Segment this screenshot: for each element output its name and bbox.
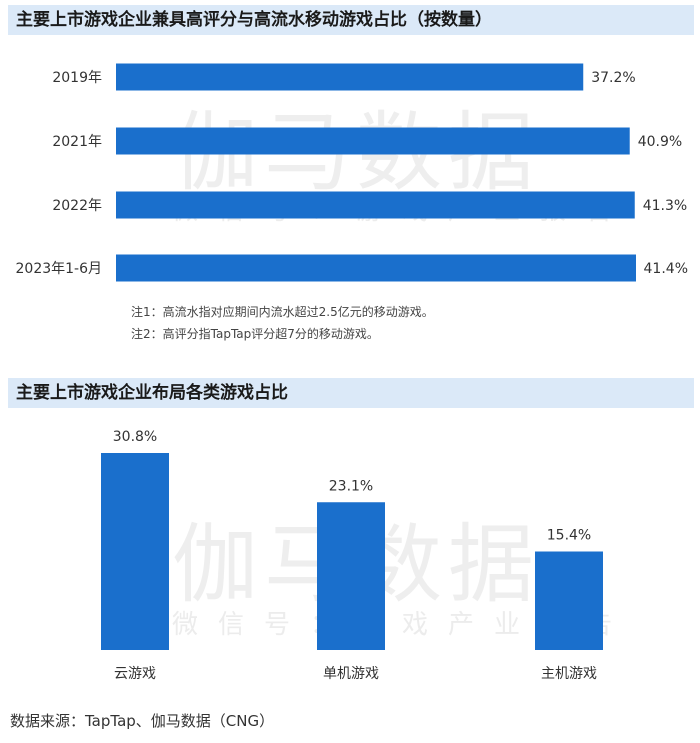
category-label: 2019年: [52, 70, 102, 86]
chart1-title: 主要上市游戏企业兼具高评分与高流水移动游戏占比（按数量）: [8, 5, 694, 35]
bar: [101, 453, 169, 650]
note-2: 注2：高评分指TapTap评分超7分的移动游戏。: [131, 327, 379, 341]
note-1: 注1：高流水指对应期间内流水超过2.5亿元的移动游戏。: [131, 305, 434, 319]
value-label: 41.4%: [644, 261, 688, 277]
category-label: 2021年: [52, 134, 102, 150]
category-label: 2022年: [52, 198, 102, 214]
vertical-bar-chart: 30.8% 云游戏 23.1% 单机游戏 15.4% 主机游戏: [101, 429, 603, 682]
value-label: 15.4%: [547, 528, 591, 544]
horizontal-bar-chart: 2019年 37.2% 2021年 40.9% 2022年 41.3% 2023年1-6月 4…: [16, 63, 688, 282]
category-label: 主机游戏: [541, 666, 597, 682]
value-label: 30.8%: [113, 429, 157, 445]
value-label: 23.1%: [329, 478, 373, 494]
data-source: 数据来源：TapTap、伽马数据（CNG）: [10, 712, 275, 730]
chart2-title: 主要上市游戏企业布局各类游戏占比: [8, 378, 694, 408]
bar: [116, 254, 636, 282]
bar: [535, 551, 603, 650]
category-label: 云游戏: [114, 666, 156, 682]
bar: [116, 191, 635, 219]
bar: [116, 127, 630, 155]
value-label: 37.2%: [591, 70, 635, 86]
value-label: 40.9%: [638, 134, 682, 150]
category-label: 单机游戏: [323, 666, 379, 682]
bar: [317, 502, 385, 650]
bar: [116, 63, 584, 91]
value-label: 41.3%: [643, 198, 687, 214]
category-label: 2023年1-6月: [16, 261, 103, 277]
